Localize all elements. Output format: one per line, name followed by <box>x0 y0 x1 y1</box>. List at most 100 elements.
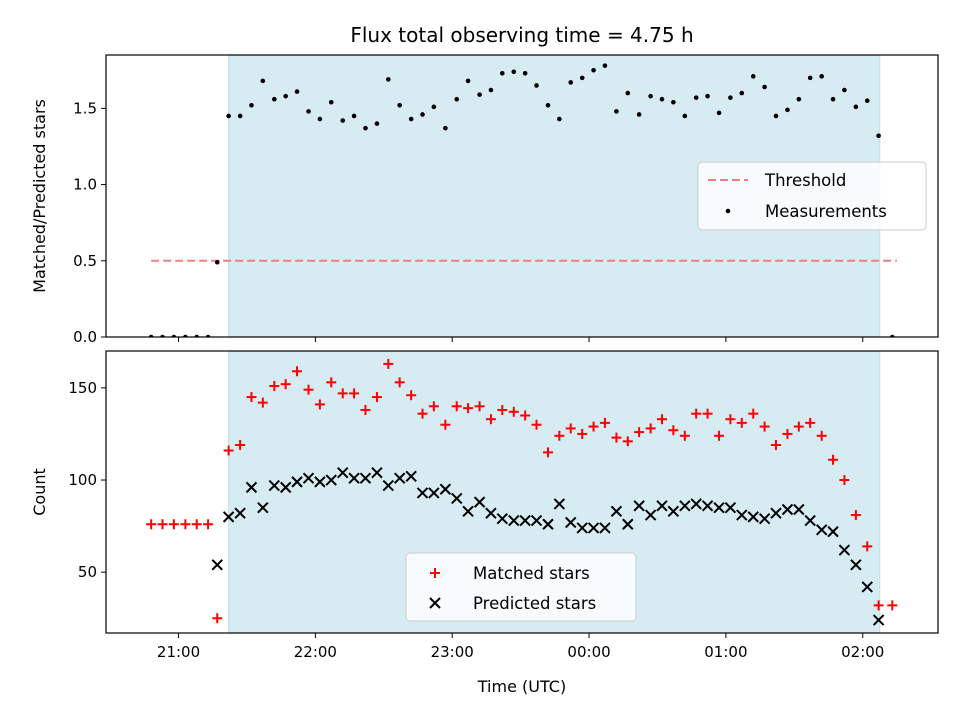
measurement-point <box>522 70 528 76</box>
measurement-point <box>716 110 722 116</box>
matched-star-point <box>269 381 280 392</box>
matched-star-point <box>440 419 451 430</box>
predicted-star-point <box>827 525 839 538</box>
predicted-star-point <box>542 518 554 530</box>
measurement-point <box>807 75 813 81</box>
predicted-star-point <box>679 500 691 512</box>
predicted-star-point-b <box>781 503 794 516</box>
predicted-star-point-b <box>359 472 372 484</box>
predicted-star-point <box>314 476 326 488</box>
predicted-star-point-b <box>633 500 645 512</box>
matched-star-point <box>588 421 599 432</box>
predicted-star-point <box>587 522 600 534</box>
matched-star-point <box>203 519 214 530</box>
matched-star-point <box>191 519 202 530</box>
predicted-star-point-b <box>348 472 360 484</box>
legend-matched-swatch <box>430 568 440 578</box>
predicted-star-point-b <box>861 581 873 593</box>
predicted-star-point-b <box>393 472 406 484</box>
matched-star-point <box>725 414 736 425</box>
y-tick-label: 1.0 <box>73 176 97 194</box>
matched-star-point <box>543 447 553 458</box>
matched-star-point <box>303 384 314 395</box>
legend-threshold-label: Threshold <box>764 171 846 190</box>
matched-star-point <box>736 417 747 428</box>
matched-star-point <box>146 519 157 530</box>
predicted-star-point-b <box>519 514 531 527</box>
matched-star-point <box>828 454 839 465</box>
measurement-point <box>728 95 733 100</box>
measurement-point <box>214 260 220 265</box>
x-axis-label: Time (UTC) <box>477 677 566 696</box>
matched-star-point <box>782 428 793 439</box>
matched-star-point <box>360 404 371 415</box>
predicted-star-point-b <box>827 525 839 538</box>
predicted-star-point-b <box>804 514 816 527</box>
legend-measurements-label: Measurements <box>765 202 887 221</box>
measurement-point <box>614 109 619 114</box>
predicted-star-point-b <box>679 500 691 512</box>
predicted-star-point <box>337 466 349 479</box>
predicted-star-point-b <box>713 501 725 514</box>
matched-star-point <box>292 366 303 377</box>
predicted-star-point-b <box>690 498 702 510</box>
predicted-star-point-b <box>770 507 782 519</box>
measurement-point <box>226 113 231 119</box>
matched-star-point <box>168 519 179 530</box>
matched-star-point <box>565 423 576 434</box>
predicted-star-point-b <box>622 518 634 530</box>
matched-star-point <box>862 541 873 552</box>
matched-star-point <box>180 519 191 530</box>
measurement-point <box>272 96 277 102</box>
predicted-star-point-b <box>656 500 668 512</box>
predicted-star-point-b <box>234 507 246 519</box>
matched-star-point <box>668 425 679 436</box>
matched-star-point <box>349 388 360 399</box>
matched-star-point <box>485 414 496 425</box>
predicted-star-point-b <box>211 559 223 571</box>
predicted-star-point <box>770 507 782 519</box>
predicted-star-point-b <box>747 511 759 523</box>
predicted-star-point <box>872 614 885 626</box>
bottom-markers <box>146 358 898 626</box>
matched-star-point <box>770 440 781 450</box>
top-legend: Threshold Measurements <box>697 161 927 231</box>
matched-star-point <box>645 423 656 434</box>
predicted-star-point-b <box>245 481 258 494</box>
matched-star-point <box>257 397 268 408</box>
measurement-point <box>659 96 665 102</box>
matched-star-point <box>451 401 462 412</box>
predicted-star-point <box>644 509 657 521</box>
matched-star-point <box>383 358 394 369</box>
matched-star-point <box>816 430 827 441</box>
predicted-star-point-b <box>565 516 577 529</box>
measurement-point <box>420 112 425 117</box>
predicted-star-point <box>724 501 737 514</box>
matched-star-point <box>805 417 816 428</box>
predicted-star-point <box>553 498 566 510</box>
measurement-point <box>386 77 391 82</box>
measurement-point <box>568 80 574 85</box>
top-panel: 0.0 0.5 1.0 1.5 Matched/Predicted stars Flux … <box>30 23 939 346</box>
predicted-star-point-b <box>542 518 554 530</box>
predicted-star-point <box>222 511 235 523</box>
predicted-star-point <box>850 559 862 571</box>
predicted-star-point <box>359 472 372 484</box>
predicted-star-point <box>348 472 360 484</box>
measurement-point <box>773 113 779 119</box>
matched-star-point <box>634 427 645 438</box>
measurement-point <box>374 121 380 126</box>
predicted-star-point <box>371 466 383 479</box>
matched-star-point <box>850 510 861 521</box>
predicted-star-point-b <box>337 466 349 479</box>
matched-star-point <box>326 377 337 388</box>
predicted-star-point-b <box>428 487 440 499</box>
predicted-star-point <box>781 503 794 516</box>
y-tick-label: 100 <box>68 471 97 489</box>
x-tick-label: 22:00 <box>294 643 337 661</box>
top-legend-box <box>697 161 927 231</box>
matched-star-point <box>280 379 291 390</box>
matched-star-point <box>371 392 382 403</box>
measurement-point <box>830 96 836 102</box>
